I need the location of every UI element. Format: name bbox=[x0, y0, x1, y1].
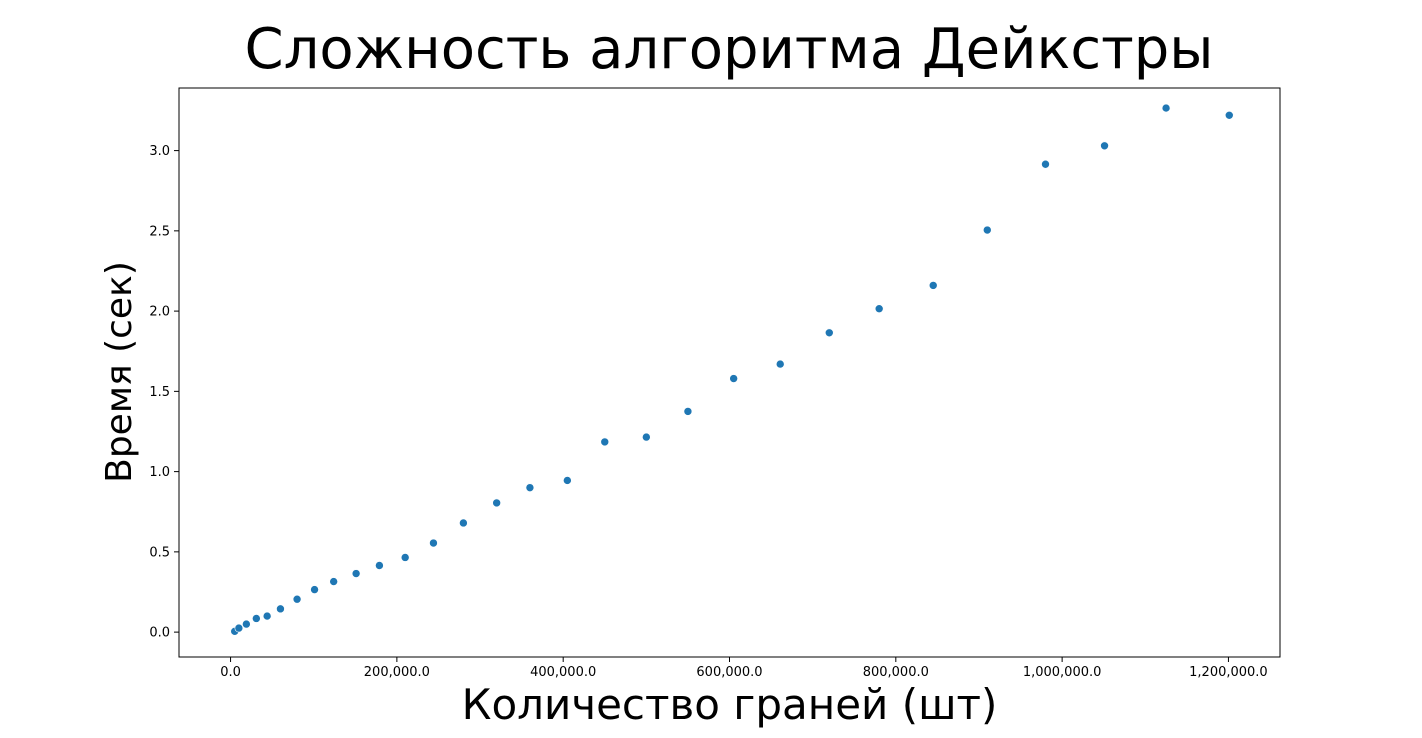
x-tick-label: 1,000,000.0 bbox=[1023, 665, 1102, 680]
data-point bbox=[525, 483, 535, 492]
data-point bbox=[824, 328, 834, 338]
x-tick-label: 400,000.0 bbox=[530, 665, 596, 680]
x-tick-label: 0.0 bbox=[220, 665, 241, 680]
data-point bbox=[775, 359, 785, 369]
data-point bbox=[459, 518, 468, 528]
data-point bbox=[276, 604, 285, 614]
data-point bbox=[683, 407, 693, 416]
data-point bbox=[642, 432, 651, 442]
data-point bbox=[262, 611, 272, 621]
data-point bbox=[351, 569, 361, 578]
data-point bbox=[252, 614, 261, 623]
data-point bbox=[982, 225, 992, 235]
x-tick-label: 800,000.0 bbox=[863, 665, 929, 680]
data-point bbox=[242, 619, 251, 629]
y-tick-label: 1.0 bbox=[149, 465, 170, 480]
data-point bbox=[600, 437, 610, 447]
data-point bbox=[492, 498, 501, 508]
y-tick-label: 0.5 bbox=[149, 545, 170, 560]
data-point bbox=[310, 585, 319, 594]
data-point bbox=[1041, 159, 1050, 169]
y-tick-label: 1.5 bbox=[149, 385, 170, 400]
x-axis-label: Количество граней (шт) bbox=[461, 680, 998, 729]
data-point bbox=[1224, 110, 1234, 120]
x-tick-label: 600,000.0 bbox=[696, 665, 762, 680]
data-point bbox=[729, 374, 738, 383]
data-point bbox=[928, 281, 938, 290]
plot-frame bbox=[178, 87, 1281, 658]
x-tick-label: 1,200,000.0 bbox=[1189, 665, 1268, 680]
x-tick-label: 200,000.0 bbox=[364, 665, 430, 680]
data-point bbox=[874, 304, 884, 313]
data-point bbox=[1161, 103, 1171, 113]
y-tick-label: 2.0 bbox=[149, 305, 170, 320]
data-point bbox=[1100, 141, 1109, 151]
data-point bbox=[563, 476, 572, 485]
y-tick-label: 3.0 bbox=[149, 144, 170, 159]
data-point bbox=[329, 577, 338, 586]
data-point bbox=[234, 623, 244, 633]
data-point bbox=[375, 561, 384, 570]
y-tick-label: 2.5 bbox=[149, 224, 170, 239]
data-point bbox=[400, 553, 410, 562]
data-point bbox=[429, 538, 438, 548]
chart-title: Сложность алгоритма Дейкстры bbox=[244, 17, 1214, 82]
y-tick-label: 0.0 bbox=[149, 626, 170, 641]
data-point bbox=[292, 594, 302, 604]
